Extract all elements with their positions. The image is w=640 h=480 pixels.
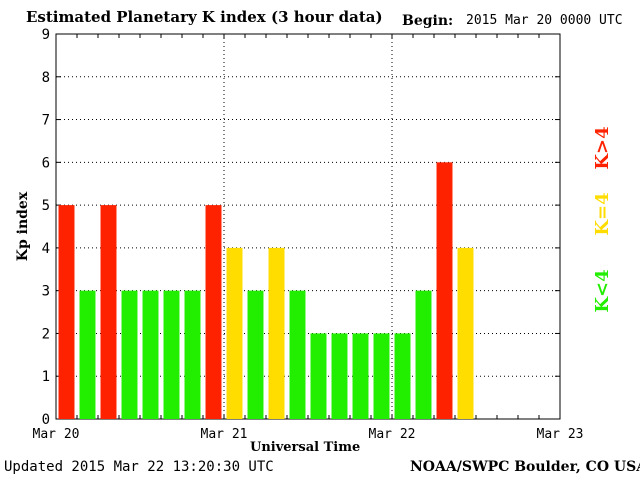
kp-bar: [436, 162, 453, 420]
x-tick-label: Mar 23: [537, 427, 584, 442]
legend-item: K<4: [592, 269, 613, 312]
kp-bar: [394, 333, 411, 419]
y-tick-label: 7: [42, 113, 50, 129]
kp-bar: [79, 290, 96, 419]
y-tick-label: 5: [42, 198, 50, 214]
y-tick-label: 3: [42, 284, 50, 300]
y-tick-label: 6: [42, 155, 50, 171]
kp-bar: [373, 333, 390, 419]
y-tick-label: 8: [42, 70, 50, 86]
updated-timestamp: Updated 2015 Mar 22 13:20:30 UTC: [4, 459, 274, 475]
legend-item: K>4: [592, 126, 613, 169]
y-tick-label: 0: [42, 412, 50, 428]
y-tick-label: 1: [42, 369, 50, 385]
kp-bar: [184, 290, 201, 419]
y-tick-label: 9: [42, 27, 50, 43]
kp-bar: [205, 205, 222, 419]
chart-title: Estimated Planetary K index (3 hour data…: [26, 8, 383, 26]
kp-bar: [457, 247, 474, 419]
kp-bar: [268, 247, 285, 419]
kp-bar: [415, 290, 432, 419]
kp-bar: [352, 333, 369, 419]
y-tick-label: 4: [42, 241, 50, 257]
x-tick-label: Mar 20: [33, 427, 80, 442]
begin-label: Begin:: [402, 13, 454, 29]
x-tick-label: Mar 21: [201, 427, 248, 442]
kp-bar: [331, 333, 348, 419]
kp-bar: [163, 290, 180, 419]
y-tick-label: 2: [42, 326, 50, 342]
credit-text: NOAA/SWPC Boulder, CO USA: [410, 459, 640, 475]
kp-bar: [58, 205, 75, 419]
kp-bar: [121, 290, 138, 419]
kp-bar: [247, 290, 264, 419]
begin-value: 2015 Mar 20 0000 UTC: [466, 13, 623, 28]
legend-item: K=4: [592, 192, 613, 235]
kp-bar: [226, 247, 243, 419]
kp-bar: [289, 290, 306, 419]
y-axis-label: Kp index: [15, 191, 31, 261]
x-axis-label: Universal Time: [250, 440, 361, 455]
kp-bar: [310, 333, 327, 419]
kp-bar: [142, 290, 159, 419]
x-tick-label: Mar 22: [369, 427, 416, 442]
kp-bar: [100, 205, 117, 419]
